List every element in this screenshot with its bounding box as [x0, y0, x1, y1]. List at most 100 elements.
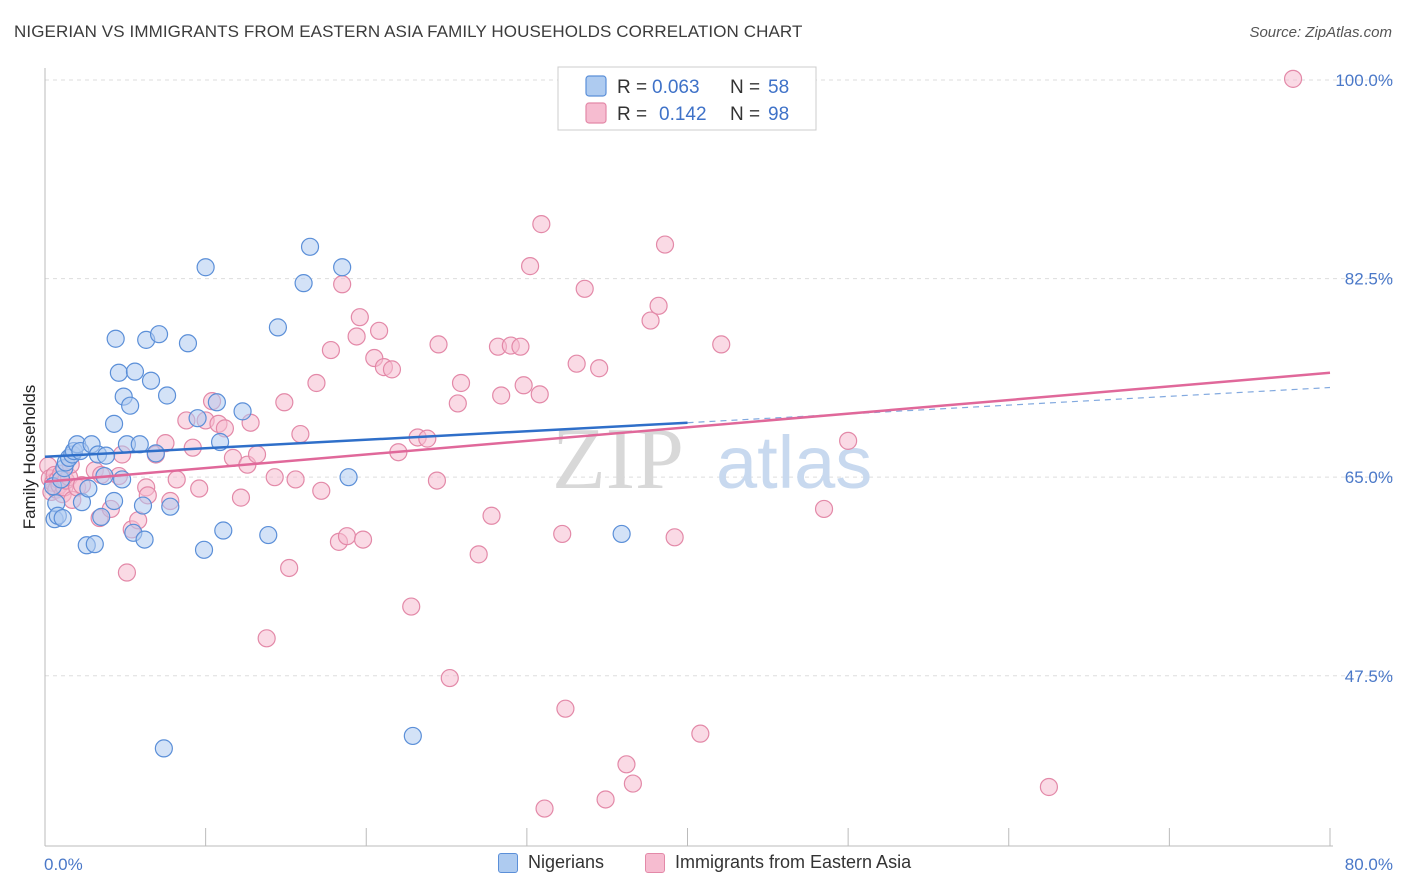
bottom-legend-label-eastern-asia: Immigrants from Eastern Asia — [675, 852, 912, 872]
data-point-nigerian — [207, 393, 226, 412]
data-point-nigerian — [92, 507, 111, 527]
data-point-nigerian — [125, 362, 145, 381]
data-point-nigerian — [268, 318, 288, 337]
data-point-nigerian — [214, 521, 233, 540]
legend-r-value-1: 0.063 — [652, 77, 700, 98]
data-point-eastern-asia — [617, 755, 636, 774]
data-point-eastern-asia — [257, 629, 276, 648]
data-point-nigerian — [79, 479, 98, 498]
data-point-eastern-asia — [117, 563, 137, 582]
y-tick-label: 100.0% — [1335, 71, 1393, 90]
data-point-eastern-asia — [649, 296, 668, 315]
data-point-eastern-asia — [286, 470, 305, 489]
data-point-eastern-asia — [451, 373, 471, 393]
data-point-nigerian — [196, 258, 215, 277]
trend-line-eastern-asia — [44, 371, 1331, 483]
data-point-nigerian — [161, 497, 180, 516]
data-point-eastern-asia — [511, 337, 530, 356]
trend-lines — [44, 371, 1331, 483]
data-point-eastern-asia — [429, 335, 448, 354]
data-point-eastern-asia — [350, 308, 369, 327]
data-point-nigerian — [154, 739, 173, 758]
data-point-nigerian — [135, 530, 154, 549]
data-point-eastern-asia — [641, 311, 660, 330]
data-point-nigerian — [109, 363, 128, 382]
data-point-eastern-asia — [347, 327, 366, 346]
legend-n-value-2: 98 — [768, 104, 789, 125]
data-point-nigerian — [233, 402, 252, 421]
chart-title: NIGERIAN VS IMMIGRANTS FROM EASTERN ASIA… — [14, 22, 803, 41]
data-point-eastern-asia — [712, 335, 731, 354]
data-point-eastern-asia — [596, 790, 615, 809]
bottom-legend-eastern-asia: Immigrants from Eastern Asia — [645, 852, 911, 873]
bottom-legend-nigerians: Nigerians — [498, 852, 604, 873]
legend-swatch-eastern-asia — [585, 102, 607, 124]
data-point-eastern-asia — [814, 499, 834, 519]
y-tick-label: 65.0% — [1345, 468, 1393, 487]
data-point-eastern-asia — [556, 699, 575, 718]
data-point-nigerian — [53, 508, 72, 528]
legend-n-value-1: 58 — [768, 77, 789, 98]
data-point-nigerian — [333, 258, 352, 277]
data-point-eastern-asia — [492, 386, 511, 405]
series-nigerians-points — [43, 237, 631, 758]
data-point-nigerian — [294, 274, 313, 293]
data-point-eastern-asia — [553, 524, 572, 544]
y-tick-label: 82.5% — [1345, 270, 1393, 289]
data-point-eastern-asia — [839, 431, 858, 450]
data-point-nigerian — [133, 496, 153, 515]
data-point-eastern-asia — [280, 558, 299, 578]
data-point-eastern-asia — [532, 215, 551, 234]
data-point-eastern-asia — [312, 481, 331, 500]
legend-r-value-2: 0.142 — [659, 104, 707, 125]
legend-n-label-2: N = — [730, 104, 760, 125]
bottom-legend-swatch-nigerians — [498, 852, 518, 873]
data-point-eastern-asia — [469, 545, 488, 564]
data-point-nigerian — [104, 414, 124, 433]
data-point-nigerian — [141, 371, 161, 390]
data-point-eastern-asia — [382, 360, 402, 379]
data-point-nigerian — [104, 491, 124, 511]
chart-source: Source: ZipAtlas.com — [1249, 24, 1392, 41]
data-point-nigerian — [146, 444, 165, 463]
data-point-nigerian — [106, 329, 125, 348]
data-point-nigerian — [149, 325, 169, 344]
data-point-nigerian — [259, 525, 278, 545]
data-point-nigerian — [612, 524, 631, 544]
data-point-eastern-asia — [691, 724, 710, 743]
data-point-eastern-asia — [190, 479, 209, 498]
data-point-eastern-asia — [590, 359, 609, 378]
y-axis-label: Family Households — [20, 385, 39, 530]
data-point-eastern-asia — [623, 774, 642, 793]
series-eastern-asia-points — [39, 67, 1303, 818]
data-point-eastern-asia — [655, 235, 675, 254]
x-tick-label-min: 0.0% — [44, 855, 83, 874]
data-point-eastern-asia — [247, 445, 267, 464]
data-point-eastern-asia — [427, 471, 447, 490]
data-point-eastern-asia — [418, 429, 437, 448]
data-point-nigerian — [403, 726, 422, 746]
data-point-nigerian — [300, 237, 320, 256]
data-point-nigerian — [85, 535, 104, 554]
data-point-nigerian — [194, 540, 214, 559]
y-tick-labels: 47.5% 65.0% 82.5% 100.0% — [1335, 71, 1393, 686]
data-point-eastern-asia — [337, 527, 357, 546]
data-point-eastern-asia — [275, 393, 294, 412]
trend-line-nigerians-extension — [687, 386, 1331, 424]
data-point-eastern-asia — [321, 340, 341, 360]
data-point-eastern-asia — [514, 376, 533, 395]
data-point-eastern-asia — [402, 597, 421, 616]
legend-swatch-nigerians — [585, 75, 607, 97]
trend-line-nigerians — [44, 421, 688, 459]
grid-lines — [45, 79, 1395, 677]
data-point-eastern-asia — [353, 530, 373, 549]
data-point-nigerian — [188, 409, 207, 428]
data-point-eastern-asia — [231, 488, 251, 507]
legend-r-label-2: R = — [617, 104, 647, 125]
axes — [44, 68, 1333, 847]
y-tick-label: 47.5% — [1345, 667, 1393, 686]
data-point-eastern-asia — [265, 468, 284, 487]
data-point-eastern-asia — [482, 506, 501, 525]
data-point-eastern-asia — [567, 354, 586, 373]
